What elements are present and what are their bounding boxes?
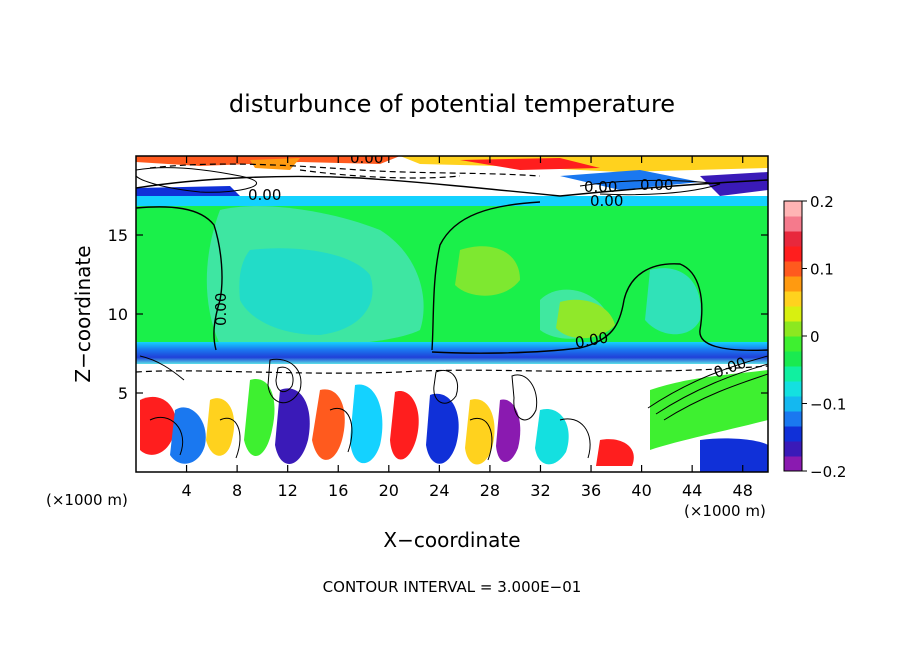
colorbar-tick-label: 0.1 bbox=[810, 261, 834, 279]
colorbar-swatch bbox=[784, 231, 802, 247]
contour-label: 0.00 bbox=[584, 178, 617, 196]
x-tick-label: 48 bbox=[733, 481, 753, 500]
contour-lines-convection bbox=[136, 167, 768, 461]
x-tick-label: 36 bbox=[581, 481, 601, 500]
x-tick-label: 32 bbox=[530, 481, 550, 500]
colorbar-swatch bbox=[784, 321, 802, 337]
field-stratosphere-colors bbox=[700, 172, 768, 196]
field-cyan-region bbox=[239, 248, 373, 335]
y-axis-label: Z−coordinate bbox=[71, 245, 95, 382]
chart-title: disturbunce of potential temperature bbox=[229, 90, 675, 118]
field-stratosphere-colors bbox=[460, 158, 600, 170]
field-convection-colors bbox=[390, 391, 419, 460]
contour-label: 0.00 bbox=[248, 186, 281, 204]
field-yellowgreen-region bbox=[455, 246, 520, 296]
colorbar-swatch bbox=[784, 201, 802, 217]
x-tick-label: 4 bbox=[181, 481, 191, 500]
field-convection-colors bbox=[700, 438, 768, 472]
x-unit-left: (×1000 m) bbox=[46, 491, 128, 509]
colorbar-tick-label: 0.2 bbox=[810, 193, 834, 211]
plot-area: 0.00 0.00 0.00 0.00 0.00 0.00 0.00 0.00 bbox=[136, 149, 768, 472]
colorbar-swatch bbox=[784, 306, 802, 322]
x-tick-label: 40 bbox=[631, 481, 651, 500]
y-tick-label: 15 bbox=[108, 226, 128, 245]
colorbar-swatch bbox=[784, 411, 802, 427]
x-tick-label: 24 bbox=[429, 481, 449, 500]
x-tick-label: 44 bbox=[682, 481, 702, 500]
field-convection-colors bbox=[465, 399, 495, 465]
colorbar-swatch bbox=[784, 441, 802, 457]
colorbar: −0.2 −0.1 0 0.1 0.2 bbox=[783, 193, 846, 481]
field-tropopause-band bbox=[136, 196, 768, 206]
field-convection-colors bbox=[206, 398, 235, 456]
colorbar-swatch bbox=[784, 291, 802, 307]
colorbar-swatch bbox=[784, 246, 802, 262]
field-stratosphere-colors bbox=[560, 170, 700, 190]
y-axis: 5 10 15 bbox=[108, 226, 768, 403]
colorbar-swatch bbox=[784, 261, 802, 277]
colorbar-tick-label: −0.2 bbox=[810, 463, 846, 481]
contour-interval-note: CONTOUR INTERVAL = 3.000E−01 bbox=[323, 578, 582, 596]
field-convection-colors bbox=[170, 407, 206, 464]
contour-lines-dashed bbox=[136, 163, 768, 374]
field-yellowgreen-region bbox=[556, 299, 615, 339]
x-tick-label: 20 bbox=[379, 481, 399, 500]
colorbar-swatch bbox=[784, 276, 802, 292]
colorbar-swatch bbox=[784, 426, 802, 442]
colorbar-swatch bbox=[784, 216, 802, 232]
field-convection-colors bbox=[312, 389, 345, 460]
y-tick-label: 10 bbox=[108, 305, 128, 324]
field-convection-colors bbox=[496, 399, 521, 463]
field-convection-colors bbox=[535, 408, 569, 465]
x-tick-label: 16 bbox=[328, 481, 348, 500]
field-convection-colors bbox=[140, 396, 176, 455]
contour-label: 0.00 bbox=[574, 328, 610, 352]
x-tick-label: 12 bbox=[278, 481, 298, 500]
field-convection-colors bbox=[244, 378, 275, 457]
x-unit-right: (×1000 m) bbox=[684, 502, 766, 520]
contour-label: 0.00 bbox=[212, 293, 230, 326]
colorbar-swatch bbox=[784, 396, 802, 412]
colorbar-swatch bbox=[784, 381, 802, 397]
field-convection-colors bbox=[596, 439, 634, 466]
x-tick-label: 28 bbox=[480, 481, 500, 500]
field-convection-colors bbox=[275, 388, 310, 464]
colorbar-tick-label: 0 bbox=[810, 328, 820, 346]
colorbar-swatch bbox=[784, 456, 802, 472]
y-tick-label: 5 bbox=[118, 384, 128, 403]
x-tick-label: 8 bbox=[232, 481, 242, 500]
colorbar-swatch bbox=[784, 366, 802, 382]
field-convection-colors bbox=[350, 384, 383, 464]
contour-label: 0.00 bbox=[590, 192, 623, 210]
x-axis: 4 8 12 16 20 24 28 32 36 40 44 48 bbox=[181, 156, 753, 500]
colorbar-tick-label: −0.1 bbox=[810, 396, 846, 414]
contour-label: 0.00 bbox=[350, 149, 383, 167]
field-convection-colors bbox=[426, 393, 459, 464]
field-cyan-region bbox=[645, 268, 701, 335]
field-convection-colors bbox=[650, 370, 768, 450]
x-axis-label: X−coordinate bbox=[383, 528, 520, 552]
contour-label: 0.00 bbox=[640, 176, 673, 194]
colorbar-swatch bbox=[784, 336, 802, 352]
contour-lines bbox=[136, 175, 768, 354]
contour-labels: 0.00 0.00 0.00 0.00 0.00 0.00 0.00 0.00 bbox=[212, 149, 749, 382]
colorbar-swatch bbox=[784, 351, 802, 367]
